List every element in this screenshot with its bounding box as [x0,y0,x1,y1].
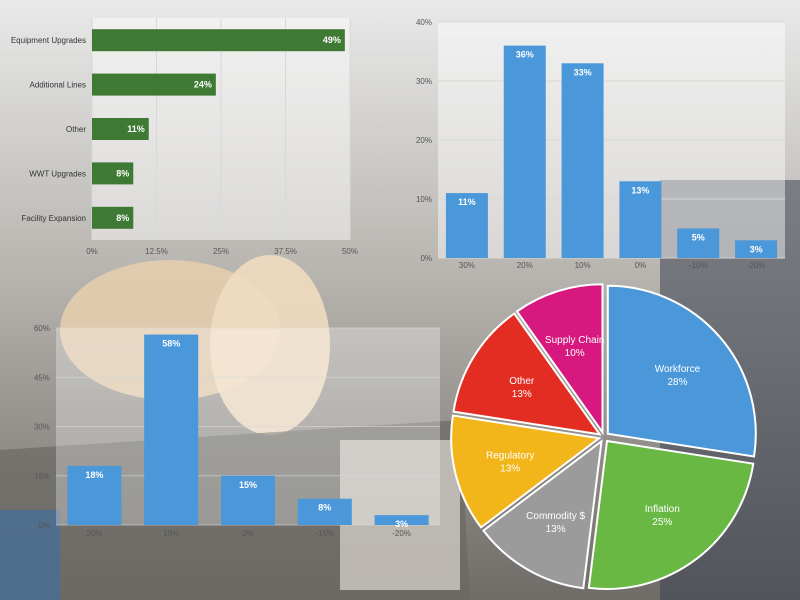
y-tick-label: 40% [416,18,432,27]
bar-value-label: 33% [574,67,592,77]
bar [144,334,199,525]
bar-value-label: 8% [116,213,129,223]
bar-value-label: 49% [323,35,341,45]
x-tick-label: -20% [747,261,766,270]
x-tick-label: 20% [517,261,533,270]
y-tick-label: 45% [34,373,50,382]
bar-value-label: 24% [194,80,212,90]
bar-value-label: 5% [692,233,705,243]
bar-value-label: 8% [318,503,331,513]
slice-label: Supply Chain [545,335,604,346]
slice-label: Commodity $ [526,511,585,522]
bar [92,29,345,52]
category-label: Additional Lines [30,81,86,90]
bar [92,162,134,185]
slice-value-label: 28% [667,377,687,388]
x-tick-label: 0% [86,247,98,256]
x-tick-label: 12.5% [145,247,168,256]
pie-slice [587,439,755,590]
bar-value-label: 15% [239,480,257,490]
category-label: Facility Expansion [22,214,86,223]
slice-label: Other [509,376,535,387]
slice-value-label: 13% [500,464,520,475]
bar-value-label: 8% [116,168,129,178]
y-tick-label: 30% [416,77,432,86]
bar [503,45,546,258]
bar [92,73,216,96]
x-tick-label: 10% [575,261,591,270]
bar-value-label: 13% [631,185,649,195]
pie-slice [515,283,604,436]
bar-value-label: 36% [516,50,534,60]
x-tick-label: -15% [315,529,334,538]
pie-slice [606,284,757,458]
slice-label: Regulatory [486,451,534,462]
slice-value-label: 13% [546,524,566,535]
bar-value-label: 11% [127,124,145,134]
x-tick-label: 25% [213,247,229,256]
y-tick-label: 0% [420,254,432,263]
bar [445,193,488,258]
x-tick-label: 30% [459,261,475,270]
x-tick-label: 50% [342,247,358,256]
bar-value-label: 11% [458,197,476,207]
y-tick-label: 20% [416,136,432,145]
y-tick-label: 15% [34,472,50,481]
bar [677,228,720,258]
x-tick-label: 0% [242,529,254,538]
category-label: WWT Upgrades [29,169,86,178]
chart-bottom-left-bars: 0% 15% 30% 45% 60% 18% 20% 58% 10% 15% 0% 8% -15% 3%-… [34,324,440,538]
slice-value-label: 25% [652,517,672,528]
x-tick-label: 10% [163,529,179,538]
y-tick-label: 60% [34,324,50,333]
bar [619,181,662,258]
bar [735,240,778,258]
bar [92,118,149,140]
bar [297,498,352,525]
x-tick-label: 0% [635,261,647,270]
x-tick-label: 20% [86,529,102,538]
bar [67,465,122,525]
pie-slice [452,312,602,436]
y-tick-label: 0% [38,521,50,530]
bar [92,206,134,229]
pie-slice [450,414,602,529]
category-label: Equipment Upgrades [11,36,86,45]
bar-value-label: 3% [395,519,408,529]
slice-label: Inflation [645,504,680,515]
pie-slice [481,439,603,590]
chart-top-right-bars: 0% 10% 20% 30% 40% 11% 30% 36% 20% 33% 10% 13% 0% 5% -… [416,18,785,270]
bar [561,63,604,258]
slice-value-label: 10% [565,348,585,359]
chart-capital-priorities: 0% 12.5% 25% 37.5% 50% 49% Equipment Upgrades 2… [11,18,358,256]
bar-value-label: 58% [162,339,180,349]
x-tick-label: -20% [392,529,411,538]
y-tick-label: 30% [34,423,50,432]
bar [374,515,429,525]
category-label: Other [66,125,86,134]
x-tick-label: -10% [689,261,708,270]
chart-pie: Workforce 28% Inflation 25% Commodity $ 13% Re… [450,283,757,590]
bar-value-label: 3% [750,244,763,254]
slice-value-label: 13% [512,389,532,400]
bar [221,475,275,525]
slice-label: Workforce [655,364,701,375]
y-tick-label: 10% [416,195,432,204]
bar-value-label: 18% [85,470,103,480]
x-tick-label: 37.5% [274,247,297,256]
